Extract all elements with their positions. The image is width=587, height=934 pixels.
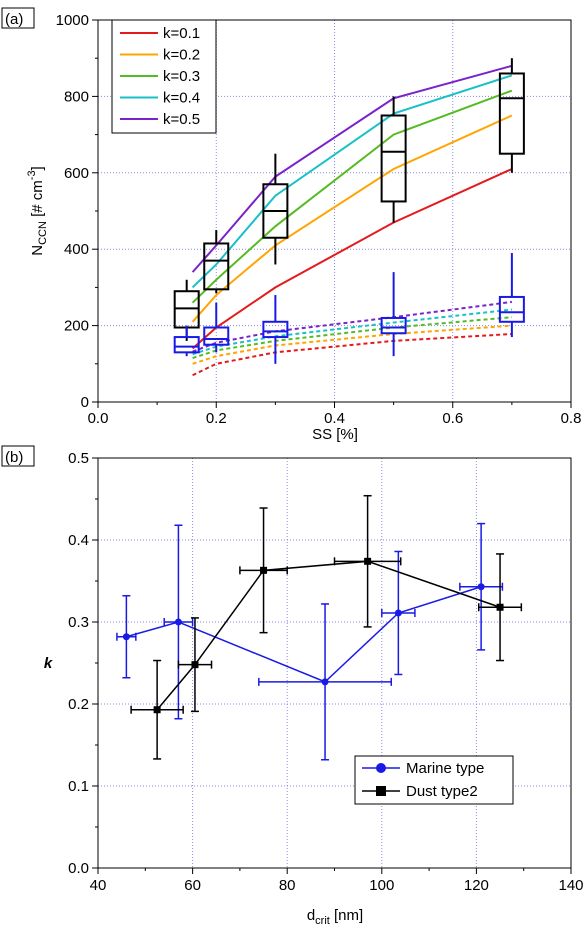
panel-b-ytick-label: 0.0 (68, 860, 89, 877)
panel-a-legend-label: k=0.2 (163, 47, 200, 64)
panel-a-series-line (191, 89, 513, 304)
panel-a-series-dashed-line (192, 333, 512, 377)
panel-b-legend-marker (376, 786, 386, 796)
panel-a-ticks: 0.0 0.2 0.4 0.6 0.8 0 200 400 600 800 1000 (56, 12, 582, 427)
panel-a-xtick-label: 0.0 (88, 410, 109, 427)
panel-a-ytick-label: 1000 (56, 12, 89, 29)
panel-a-ytick-label: 600 (64, 165, 89, 182)
panel-b-point-marine (122, 633, 130, 641)
panel-b-point-dust (153, 706, 161, 714)
panel-b-ticks: 40 60 80 100 120 140 0.0 0.1 0.2 0.3 0.4 0.5 (68, 450, 583, 894)
panel-b-grid (98, 458, 571, 868)
panel-b-ylabel: k (44, 655, 53, 672)
panel-b-xtick-label: 100 (369, 877, 394, 894)
panel-b-xtick-label: 140 (558, 877, 583, 894)
panel-a-box-blue (262, 320, 289, 339)
panel-a-label-box (1, 7, 35, 29)
panel-b-point-marine (394, 609, 402, 617)
panel-a-ytick-label: 400 (64, 241, 89, 258)
panel-a-label: (a) (5, 11, 23, 28)
panel-a-ytick-label: 800 (64, 88, 89, 105)
panel-b-legend-label: Dust type2 (406, 783, 478, 800)
panel-a-box-blue (203, 326, 230, 346)
panel-a-xtick-label: 0.8 (561, 410, 582, 427)
panel-b-frame (97, 457, 572, 869)
panel-a-box-black (498, 72, 525, 155)
panel-b-point-marine (174, 618, 182, 626)
panel-b-xtick-label: 60 (184, 877, 201, 894)
panel-a-series-line (191, 74, 513, 289)
panel-a-ytick-label: 0 (81, 394, 89, 411)
panel-b-series-line (126, 586, 482, 683)
panel-a-xtick-label: 0.4 (324, 410, 345, 427)
panel-b-point-dust (191, 661, 199, 669)
panel-a-xtick-label: 0.6 (442, 410, 463, 427)
panel-b-xtick-label: 80 (279, 877, 296, 894)
panel-a-xtick-label: 0.2 (206, 410, 227, 427)
panel-b-xtick-label: 120 (464, 877, 489, 894)
panel-b-label-box (1, 445, 35, 467)
panel-a-legend-label: k=0.5 (163, 111, 200, 128)
panel-b-legend-marker (376, 763, 386, 773)
panel-a-box-blue (380, 316, 407, 335)
panel-a-series-line (191, 64, 513, 273)
panel-b-ytick-label: 0.3 (68, 614, 89, 631)
panel-a-ylabel: NCCN [# cm-3] (26, 166, 49, 255)
panel-a-xlabel: SS [%] (312, 426, 358, 443)
panel-b-point-dust (260, 566, 268, 574)
panel-b-point-dust (496, 603, 504, 611)
panel-b-point-marine (321, 678, 329, 686)
panel-b-ytick-label: 0.4 (68, 532, 89, 549)
panel-b-ytick-label: 0.5 (68, 450, 89, 467)
panel-b-xtick-label: 40 (90, 877, 107, 894)
panel-b-ytick-label: 0.1 (68, 778, 89, 795)
panel-a-box-blue (498, 295, 525, 323)
panel-a-legend-label: k=0.3 (163, 68, 200, 85)
panel-b-series-line (156, 560, 501, 711)
panel-b-ytick-label: 0.2 (68, 696, 89, 713)
panel-a-legend: k=0.1 k=0.2 k=0.3 k=0.4 k=0.5 (111, 19, 217, 134)
panel-a-legend-label: k=0.4 (163, 90, 200, 107)
panel-b: 40 60 80 100 120 140 0.0 0.1 0.2 0.3 0.4 0.5 Marine… (1, 445, 584, 927)
panel-a-legend-label: k=0.1 (163, 25, 200, 42)
panel-a-data (173, 58, 525, 377)
panel-b-legend-label: Marine type (406, 760, 484, 777)
panel-b-xlabel: dcrit [nm] (307, 907, 363, 927)
panel-a-box-black (380, 114, 407, 203)
panel-a-box-blue (173, 336, 200, 354)
panel-a-ytick-label: 200 (64, 318, 89, 335)
panel-b-label: (b) (5, 449, 23, 466)
panel-a-box-black (203, 242, 230, 291)
panel-b-point-marine (477, 583, 485, 591)
panel-b-data (116, 494, 523, 761)
panel-b-point-dust (364, 557, 372, 565)
panel-b-legend: Marine type Dust type2 (354, 755, 514, 805)
panel-a-series-line (191, 168, 513, 350)
